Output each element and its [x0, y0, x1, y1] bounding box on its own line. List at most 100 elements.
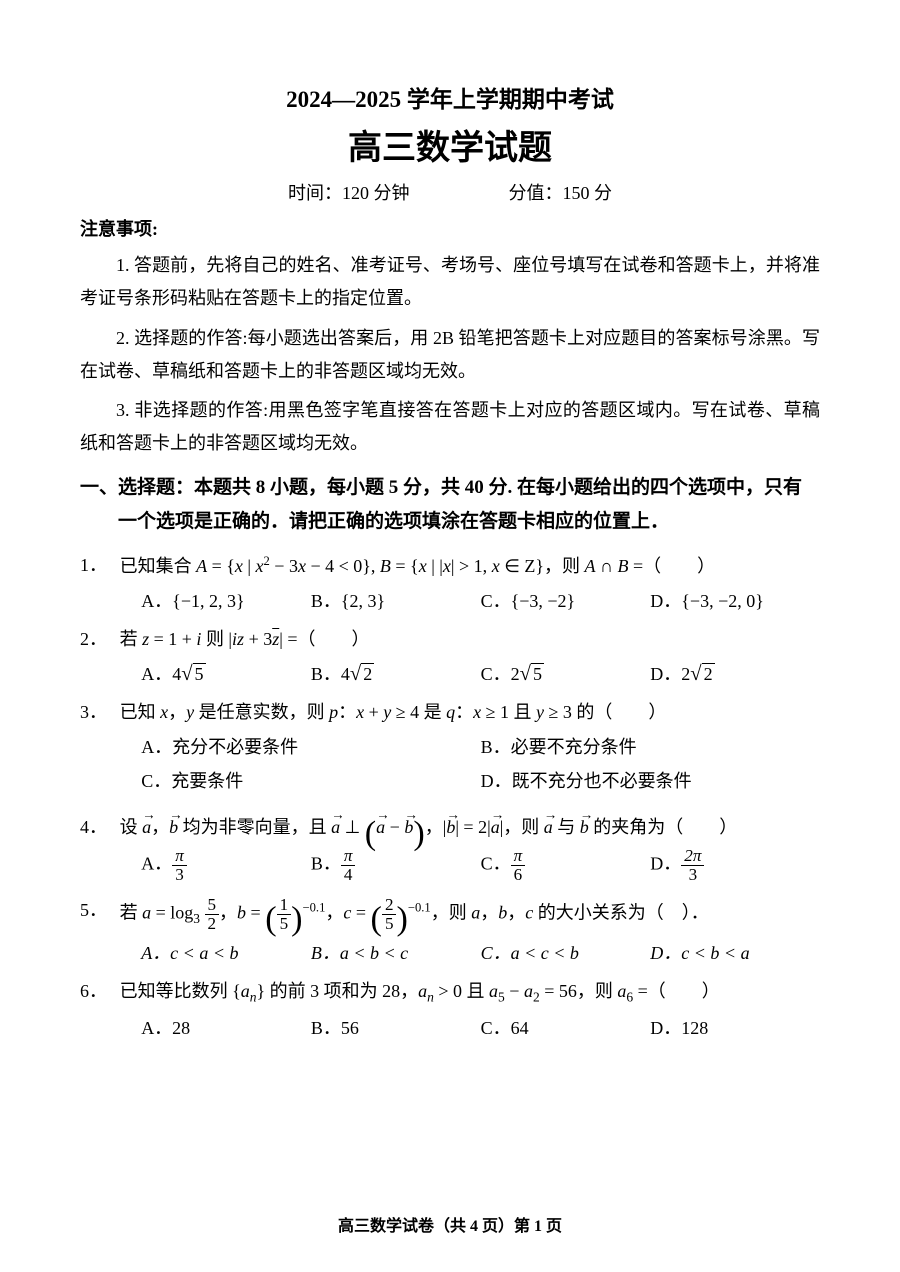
q1-opt-a: A．{−1, 2, 3}	[141, 587, 311, 613]
q2-opt-c-label: C．	[481, 664, 511, 684]
time-score-line: 时间：120 分钟 分值：150 分	[80, 179, 820, 205]
q1-opt-b: B．{2, 3}	[311, 587, 481, 613]
q4-opt-b-den: 4	[341, 866, 356, 884]
q5-c-den: 5	[382, 915, 397, 933]
q6-number: 6．	[80, 977, 120, 1008]
q1-body: 已知集合 A = {x | x2 − 3x − 4 < 0}, B = {x |…	[120, 551, 820, 581]
q5-c-num: 2	[382, 896, 397, 915]
q2-opt-b-label: B．	[311, 664, 341, 684]
q4-options: A．π3 B．π4 C．π6 D．2π3	[80, 847, 820, 884]
q2-opt-a-label: A．	[141, 664, 172, 684]
notice-item-2: 2. 选择题的作答:每小题选出答案后，用 2B 铅笔把答题卡上对应题目的答案标号…	[80, 322, 820, 389]
q5-opt-d: D．c < b < a	[650, 939, 820, 965]
question-5: 5． 若 a = log3 52，b = (15)−0.1，c = (25)−0…	[80, 896, 820, 933]
q6-opt-a: A．28	[141, 1014, 311, 1040]
q2-opt-c-coef: 2	[511, 664, 520, 684]
q6-opt-b: B．56	[311, 1014, 481, 1040]
q5-options: A．c < a < b B．a < b < c C．a < c < b D．c …	[80, 939, 820, 965]
q4-opt-a-label: A．	[141, 854, 172, 874]
q5-number: 5．	[80, 896, 120, 933]
q3-body: 已知 x，y 是任意实数，则 p：x + y ≥ 4 是 q：x ≥ 1 且 y…	[120, 698, 820, 727]
q5-b-num: 1	[277, 896, 292, 915]
q2-opt-b-coef: 4	[341, 664, 350, 684]
q4-number: 4．	[80, 813, 120, 842]
question-1: 1． 已知集合 A = {x | x2 − 3x − 4 < 0}, B = {…	[80, 551, 820, 581]
q2-options: A．4√5 B．4√2 C．2√5 D．2√2	[80, 660, 820, 686]
q5-exp-b: −0.1	[303, 901, 326, 915]
q2-opt-b: B．4√2	[311, 660, 481, 686]
q2-opt-c: C．2√5	[481, 660, 651, 686]
q2-opt-d-rad: 2	[702, 663, 715, 684]
q5-opt-a: A．c < a < b	[141, 939, 311, 965]
q4-opt-d-label: D．	[650, 854, 681, 874]
q1-stem-pre: 已知集合	[120, 556, 197, 576]
vec-a-4: a	[491, 813, 500, 842]
q5-exp-c: −0.1	[408, 901, 431, 915]
q5-opt-b: B．a < b < c	[311, 939, 481, 965]
title-line2: 高三数学试题	[80, 120, 820, 169]
q2-opt-a-rad: 5	[193, 663, 206, 684]
q4-opt-d-den: 3	[681, 866, 704, 884]
question-2: 2． 若 z = 1 + i 则 |iz + 3z| =（ ）	[80, 625, 820, 654]
q5-a-num: 5	[205, 896, 220, 915]
q6-options: A．28 B．56 C．64 D．128	[80, 1014, 820, 1040]
q2-opt-d-coef: 2	[681, 664, 690, 684]
notice-item-3: 3. 非选择题的作答:用黑色签字笔直接答在答题卡上对应的答题区域内。写在试卷、草…	[80, 394, 820, 461]
q1-opt-c: C．{−3, −2}	[481, 587, 651, 613]
q4-opt-b-num: π	[341, 847, 356, 866]
exam-page: 2024—2025 学年上学期期中考试 高三数学试题 时间：120 分钟 分值：…	[0, 0, 900, 1272]
vec-b-2: b	[404, 813, 413, 842]
q3-options: A．充分不必要条件 B．必要不充分条件 C．充要条件 D．既不充分也不必要条件	[80, 733, 820, 801]
q6-opt-c: C．64	[481, 1014, 651, 1040]
question-3: 3． 已知 x，y 是任意实数，则 p：x + y ≥ 4 是 q：x ≥ 1 …	[80, 698, 820, 727]
q1-stem-post: ，则 A ∩ B =（ ）	[544, 556, 715, 576]
q6-opt-d: D．128	[650, 1014, 820, 1040]
time-label: 时间：120 分钟	[288, 183, 410, 203]
q1-options: A．{−1, 2, 3} B．{2, 3} C．{−3, −2} D．{−3, …	[80, 587, 820, 613]
q3-opt-c: C．充要条件	[141, 767, 480, 793]
q4-opt-c-label: C．	[481, 854, 511, 874]
question-4: 4． 设 a，b 均为非零向量，且 a ⊥ (a − b)，|b| = 2|a|…	[80, 813, 820, 842]
q2-opt-d-label: D．	[650, 664, 681, 684]
q4-opt-c-num: π	[511, 847, 526, 866]
vec-a-5: a	[544, 813, 553, 842]
q1-opt-d: D．{−3, −2, 0}	[650, 587, 820, 613]
vec-a-1: a	[142, 813, 151, 842]
q2-opt-a-coef: 4	[172, 664, 181, 684]
q2-body: 若 z = 1 + i 则 |iz + 3z| =（ ）	[120, 625, 820, 654]
q3-number: 3．	[80, 698, 120, 727]
q4-opt-d: D．2π3	[650, 847, 820, 884]
q5-body: 若 a = log3 52，b = (15)−0.1，c = (25)−0.1，…	[120, 896, 820, 933]
q6-body: 已知等比数列 {an} 的前 3 项和为 28，an > 0 且 a5 − a2…	[120, 977, 820, 1008]
q4-opt-c-den: 6	[511, 866, 526, 884]
notice-heading: 注意事项:	[80, 215, 820, 241]
page-footer: 高三数学试卷（共 4 页）第 1 页	[0, 1212, 900, 1236]
q4-opt-a-num: π	[172, 847, 187, 866]
q4-opt-b: B．π4	[311, 847, 481, 884]
q5-stem-post: ，则 a，b，c 的大小关系为（ ）．	[431, 903, 709, 923]
question-6: 6． 已知等比数列 {an} 的前 3 项和为 28，an > 0 且 a5 −…	[80, 977, 820, 1008]
q3-opt-a: A．充分不必要条件	[141, 733, 480, 759]
vec-a-2: a	[331, 813, 340, 842]
notice-item-1: 1. 答题前，先将自己的姓名、准考证号、考场号、座位号填写在试卷和答题卡上，并将…	[80, 249, 820, 316]
q2-opt-c-rad: 5	[531, 663, 544, 684]
q3-opt-b: B．必要不充分条件	[481, 733, 820, 759]
q5-opt-c: C．a < c < b	[481, 939, 651, 965]
q4-opt-c: C．π6	[481, 847, 651, 884]
q5-a-den: 2	[205, 915, 220, 933]
section-1-heading: 一、选择题：本题共 8 小题，每小题 5 分，共 40 分. 在每小题给出的四个…	[80, 471, 820, 539]
q2-number: 2．	[80, 625, 120, 654]
vec-a-3: a	[376, 813, 385, 842]
q2-opt-a: A．4√5	[141, 660, 311, 686]
q4-opt-a: A．π3	[141, 847, 311, 884]
q4-opt-b-label: B．	[311, 854, 341, 874]
vec-b-3: b	[446, 813, 455, 842]
q3-opt-d: D．既不充分也不必要条件	[481, 767, 820, 793]
score-label: 分值：150 分	[509, 183, 613, 203]
vec-b-1: b	[169, 813, 178, 842]
q2-opt-d: D．2√2	[650, 660, 820, 686]
q4-body: 设 a，b 均为非零向量，且 a ⊥ (a − b)，|b| = 2|a|，则 …	[120, 813, 820, 842]
q5-b-den: 5	[277, 915, 292, 933]
q1-number: 1．	[80, 551, 120, 581]
title-line1: 2024—2025 学年上学期期中考试	[80, 80, 820, 114]
